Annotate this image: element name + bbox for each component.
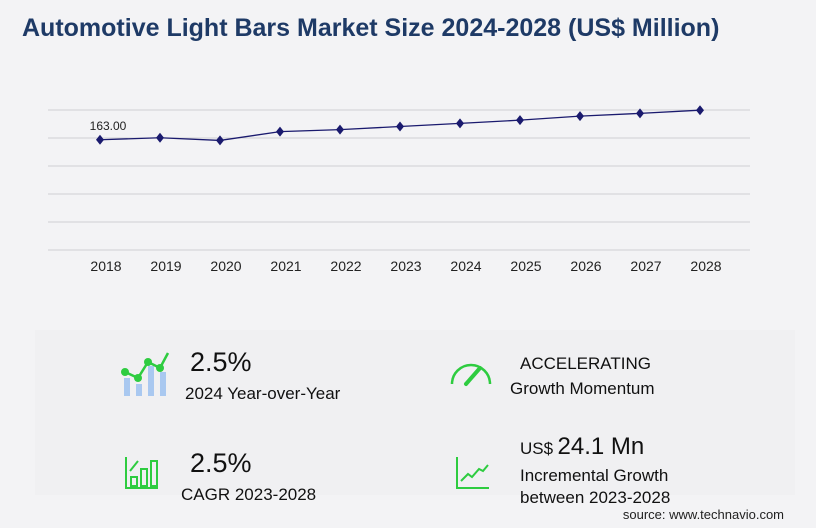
incremental-label-1: Incremental Growth [520,466,669,485]
growth-bar-chart-icon [121,352,170,396]
data-point-2024 [456,118,464,129]
trend-line-icon [456,457,489,489]
cagr-label: CAGR 2023-2028 [181,485,317,504]
x-tick-label: 2020 [210,258,241,274]
stats-panel [35,330,795,495]
data-point-2018 [96,134,104,145]
x-tick-label: 2023 [390,258,421,274]
bar-chart-up-icon [125,457,158,489]
data-point-2025 [516,115,524,126]
currency-prefix: US$ [520,439,554,458]
x-tick-label: 2024 [450,258,481,274]
x-tick-label: 2027 [630,258,661,274]
cagr-value: 2.5% [190,448,252,478]
source-text: source: www.technavio.com [622,507,784,522]
x-tick-label: 2021 [270,258,301,274]
yoy-value: 2.5% [190,347,252,377]
x-tick-label: 2019 [150,258,181,274]
yoy-label: 2024 Year-over-Year [185,384,341,403]
incremental-label-2: between 2023-2028 [520,488,671,507]
data-point-2019 [156,132,164,143]
data-label: 163.00 [90,119,127,133]
line-chart: 2018 163.00 2019 2020 2021 2022 2023 2024 2025 20… [48,105,750,274]
data-point-2027 [636,108,644,119]
incremental-amount: 24.1 Mn [557,433,645,460]
x-tick-label: 2028 [690,258,721,274]
momentum-value: ACCELERATING [520,354,651,373]
momentum-label: Growth Momentum [510,379,655,398]
data-point-2023 [396,121,404,132]
data-point-2026 [576,111,584,122]
x-tick-label: 2018 [90,258,121,274]
data-point-2021 [276,126,284,137]
data-point-2022 [336,124,344,135]
x-tick-label: 2026 [570,258,601,274]
x-tick-label: 2022 [330,258,361,274]
data-point-2028 [696,105,704,116]
x-tick-label: 2025 [510,258,541,274]
speedometer-icon [450,363,492,386]
incremental-value: US$ 24.1 Mn [520,433,644,461]
data-point-2020 [216,135,224,146]
page-title: Automotive Light Bars Market Size 2024-2… [22,14,720,42]
